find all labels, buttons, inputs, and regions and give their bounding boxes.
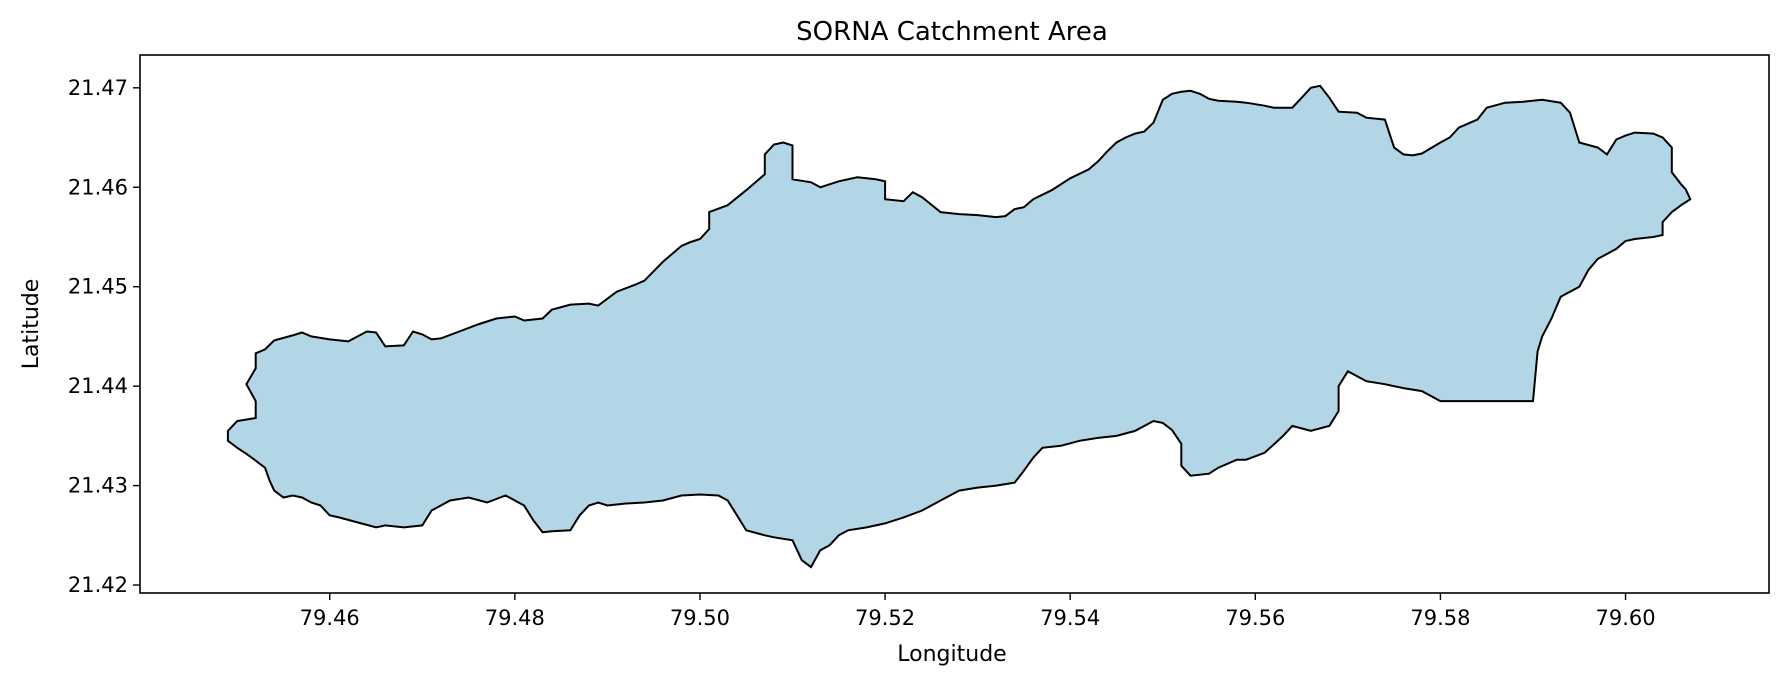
- x-tick-label: 79.60: [1595, 606, 1655, 630]
- chart-title: SORNA Catchment Area: [796, 17, 1108, 47]
- y-tick-label: 21.42: [68, 573, 128, 597]
- y-tick-label: 21.44: [68, 374, 128, 398]
- x-axis-label: Longitude: [897, 642, 1006, 667]
- x-tick-label: 79.52: [855, 606, 915, 630]
- x-tick-label: 79.48: [485, 606, 545, 630]
- y-tick-label: 21.43: [68, 474, 128, 498]
- x-tick-label: 79.50: [670, 606, 730, 630]
- x-tick-label: 79.56: [1225, 606, 1285, 630]
- plot-frame: [139, 54, 1770, 594]
- y-tick-label: 21.46: [68, 175, 128, 199]
- y-tick-label: 21.47: [68, 76, 128, 100]
- x-tick-label: 79.54: [1040, 606, 1100, 630]
- x-tick-label: 79.46: [300, 606, 360, 630]
- catchment-polygon: [226, 84, 1692, 569]
- x-tick-label: 79.58: [1410, 606, 1470, 630]
- y-axis-label: Latitude: [19, 279, 44, 370]
- y-tick-label: 21.45: [68, 275, 128, 299]
